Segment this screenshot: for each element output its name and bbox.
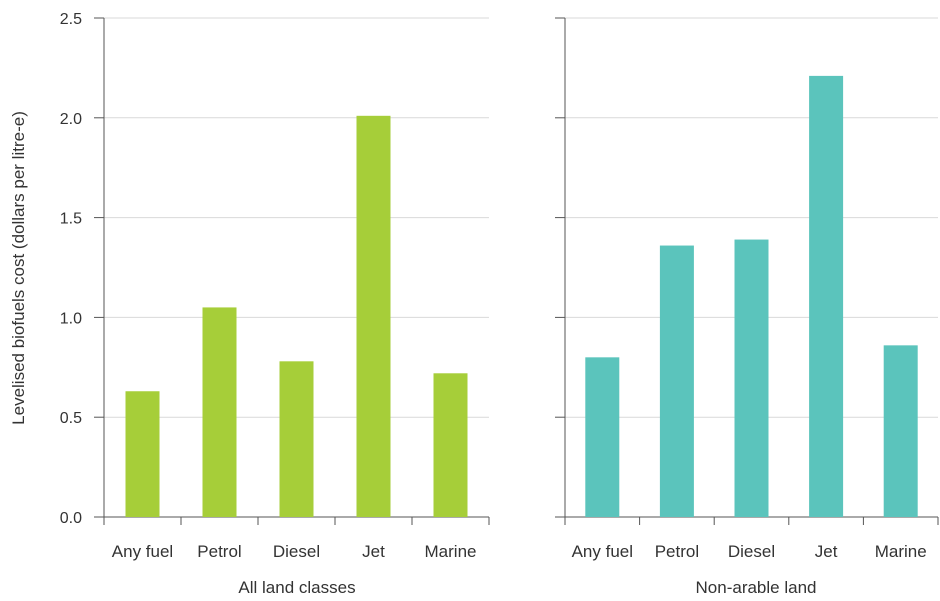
- x-tick-label: Jet: [815, 542, 838, 561]
- bar-jet: [809, 75, 844, 517]
- y-tick-label: 1.0: [60, 310, 82, 327]
- bar-diesel: [279, 361, 314, 517]
- bar-marine: [883, 345, 918, 517]
- y-tick-label: 0.0: [60, 510, 82, 527]
- x-tick-label: Diesel: [728, 542, 775, 561]
- x-tick-label: Petrol: [197, 542, 241, 561]
- x-tick-label: Marine: [875, 542, 927, 561]
- bar-jet: [356, 115, 391, 517]
- bar-any-fuel: [125, 391, 160, 517]
- x-tick-label: Marine: [425, 542, 477, 561]
- x-tick-label: Diesel: [273, 542, 320, 561]
- y-tick-label: 0.5: [60, 410, 82, 427]
- bar-any-fuel: [585, 357, 620, 517]
- y-tick-label: 2.5: [60, 11, 82, 28]
- panel-title-non-arable-land: Non-arable land: [696, 578, 817, 597]
- y-axis-title: Levelised biofuels cost (dollars per lit…: [9, 111, 28, 425]
- bar-petrol: [202, 307, 237, 517]
- x-tick-label: Any fuel: [572, 542, 633, 561]
- x-tick-label: Jet: [362, 542, 385, 561]
- panel-title-all-land-classes: All land classes: [238, 578, 355, 597]
- panel-non-arable-land: Non-arable land Any fuel Petrol Diesel Jet M…: [555, 17, 939, 597]
- y-tick-label: 1.5: [60, 211, 82, 228]
- bar-marine: [433, 373, 468, 517]
- x-tick-label: Any fuel: [112, 542, 173, 561]
- bar-petrol: [659, 245, 694, 517]
- x-tick-label: Petrol: [655, 542, 699, 561]
- bar-diesel: [734, 239, 769, 517]
- y-tick-label: 2.0: [60, 111, 82, 128]
- panel-all-land-classes: All land classes 0.0 0.5 1.0 1.5 2.0 2.5 Any f…: [60, 11, 490, 597]
